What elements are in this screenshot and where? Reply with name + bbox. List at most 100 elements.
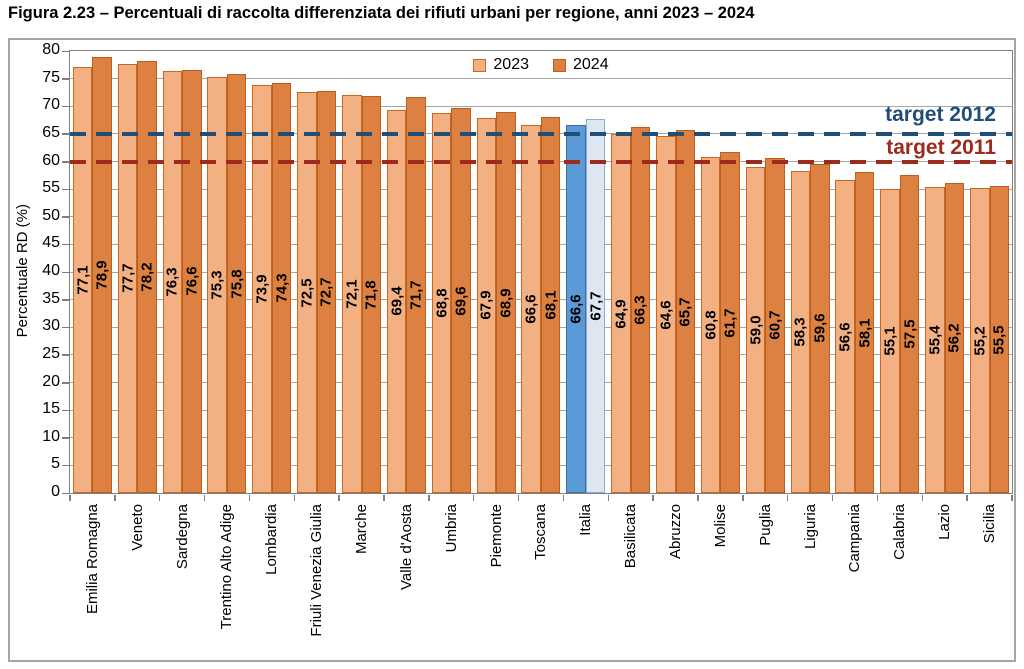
x-tick — [158, 495, 161, 501]
y-tick — [62, 299, 69, 301]
y-tick-label: 10 — [42, 427, 60, 445]
legend: 2023 2024 — [70, 56, 1012, 74]
bar-group: 77,1 78,9 — [70, 51, 115, 493]
x-axis-label: Sardegna — [173, 504, 191, 570]
bar-value-label: 58,1 — [856, 317, 874, 348]
bar-group: 55,4 56,2 — [922, 51, 967, 493]
x-label-slot: Puglia — [743, 504, 788, 662]
y-tick — [62, 354, 69, 356]
bar-2023: 55,2 — [970, 188, 990, 493]
y-axis-ticks — [62, 50, 69, 494]
bar-group: 72,5 72,7 — [294, 51, 339, 493]
x-axis-label: Emilia Romagna — [83, 504, 101, 615]
y-tick-label: 60 — [42, 151, 60, 169]
bar-group: 66,6 68,1 — [519, 51, 564, 493]
bar-2023: 72,1 — [342, 94, 362, 493]
x-axis-label: Italia — [577, 504, 595, 536]
bar-2024: 76,6 — [182, 69, 202, 493]
bar-2024: 68,9 — [496, 112, 516, 493]
x-tick — [1011, 495, 1013, 501]
y-tick — [62, 437, 69, 439]
x-axis-label: Veneto — [128, 504, 146, 551]
target-label-2012: target 2012 — [885, 103, 996, 126]
bar-group: 60,8 61,7 — [698, 51, 743, 493]
x-tick — [742, 495, 744, 501]
bar-2023: 75,3 — [207, 76, 227, 493]
y-tick-label: 35 — [42, 289, 60, 307]
bar-value-label: 78,2 — [138, 262, 156, 292]
bar-group: 59,0 60,7 — [743, 51, 788, 493]
legend-item-2024: 2024 — [553, 56, 609, 74]
bar-2024: 74,3 — [271, 82, 292, 493]
bar-group: 72,1 71,8 — [339, 51, 384, 493]
y-tick — [62, 382, 69, 384]
y-tick-label: 25 — [42, 344, 60, 362]
y-tick — [62, 216, 69, 218]
x-label-slot: Sicilia — [967, 504, 1012, 662]
y-tick-label: 80 — [42, 41, 60, 58]
x-label-slot: Umbria — [429, 504, 474, 662]
x-label-slot: Friuli Venezia Giulia — [294, 504, 339, 662]
bar-value-label: 58,3 — [791, 317, 809, 347]
bar-value-label: 56,2 — [945, 323, 963, 353]
bar-group: 58,3 59,6 — [788, 51, 833, 493]
y-tick-label: 0 — [51, 483, 60, 500]
bar-value-label: 60,7 — [766, 310, 784, 340]
bar-value-label: 75,8 — [228, 269, 246, 299]
bar-2024: 59,6 — [810, 163, 830, 493]
x-axis-label: Sicilia — [981, 504, 999, 544]
x-tick — [293, 495, 296, 501]
bar-value-label: 72,5 — [298, 278, 316, 308]
y-tick-label: 5 — [51, 455, 60, 473]
x-tick — [248, 495, 251, 501]
bar-group: 56,6 58,1 — [833, 51, 878, 493]
y-tick — [62, 464, 69, 467]
bar-2023: 68,8 — [431, 112, 452, 493]
x-axis-label: Marche — [353, 504, 371, 555]
bar-value-label: 66,6 — [567, 294, 585, 324]
x-label-slot: Piemonte — [474, 504, 519, 662]
bar-value-label: 68,9 — [497, 288, 515, 318]
x-label-slot: Toscana — [519, 504, 564, 662]
bar-2023: 55,4 — [925, 186, 945, 493]
x-label-slot: Molise — [698, 504, 743, 662]
y-tick — [62, 78, 69, 80]
bar-value-label: 69,4 — [388, 286, 406, 316]
y-tick-label: 65 — [42, 123, 60, 141]
y-tick-label: 70 — [42, 96, 60, 114]
bar-value-label: 71,8 — [362, 280, 380, 310]
bar-value-label: 57,5 — [901, 319, 919, 349]
target-line — [70, 131, 1012, 136]
legend-swatch — [553, 58, 566, 72]
bar-2024: 60,7 — [765, 157, 785, 493]
bar-value-label: 61,7 — [721, 307, 739, 338]
bar-group: 67,9 68,9 — [474, 51, 519, 493]
target-label-2011: target 2011 — [886, 136, 996, 159]
bar-2024: 65,7 — [675, 130, 696, 493]
bar-2023: 56,6 — [835, 180, 855, 493]
y-tick-label: 20 — [42, 372, 60, 390]
plot-area: 77,1 78,9 77,7 78,2 76,3 76,6 75,3 75,8 73,9 74,3… — [69, 50, 1013, 494]
bar-group: 64,9 66,3 — [608, 51, 653, 493]
bar-value-label: 78,9 — [93, 260, 111, 290]
x-tick — [876, 495, 879, 501]
bar-value-label: 64,9 — [612, 299, 630, 329]
y-tick — [62, 50, 69, 52]
y-tick — [62, 409, 69, 412]
bar-2024: 55,5 — [989, 186, 1010, 493]
y-axis-labels: 0 5 10 15 20 25 30 35 40 45 50 55 60 65 70 75 80 — [10, 41, 60, 500]
bar-value-label: 67,9 — [477, 290, 495, 321]
bar-2024: 78,2 — [137, 60, 157, 493]
bar-group: 68,8 69,6 — [429, 51, 474, 493]
y-tick — [62, 188, 69, 191]
bar-2024: 71,8 — [361, 96, 382, 493]
x-tick — [338, 495, 340, 501]
x-axis-label: Friuli Venezia Giulia — [308, 504, 326, 637]
x-label-slot: Abruzzo — [653, 504, 698, 662]
x-label-slot: Veneto — [115, 504, 160, 662]
x-axis-label: Umbria — [442, 504, 460, 553]
bar-group: 55,2 55,5 — [967, 51, 1012, 493]
bar-2023: 72,5 — [297, 92, 317, 493]
bar-value-label: 73,9 — [253, 274, 271, 304]
